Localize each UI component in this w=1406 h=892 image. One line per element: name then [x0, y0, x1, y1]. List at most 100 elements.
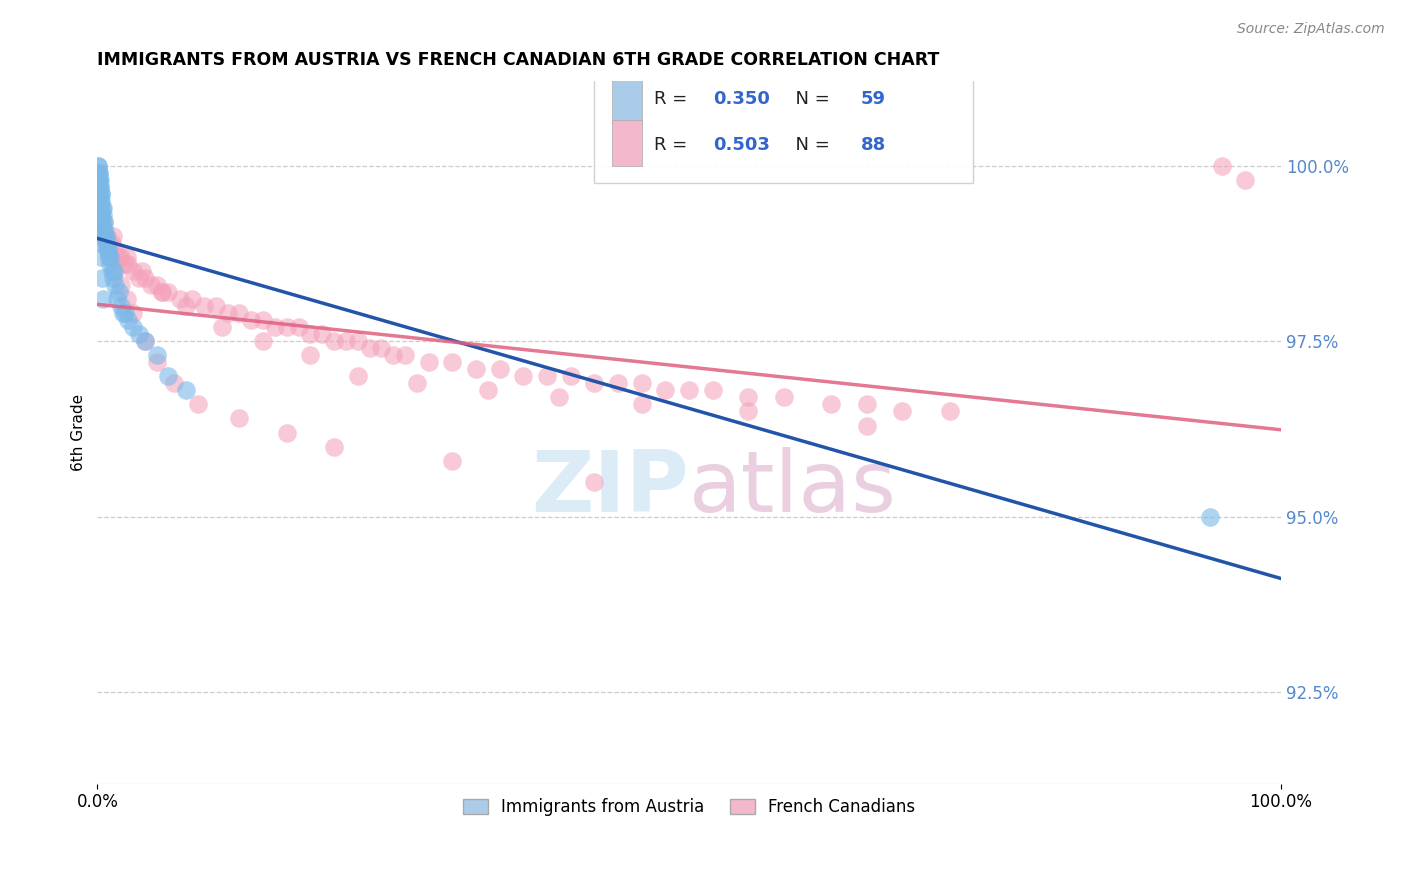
- Point: [548, 391, 571, 405]
- Point: [145, 348, 167, 362]
- Point: [323, 440, 346, 454]
- Legend: Immigrants from Austria, French Canadians: Immigrants from Austria, French Canadian…: [454, 790, 924, 824]
- Point: [217, 306, 239, 320]
- Point: [299, 327, 322, 342]
- Text: Source: ZipAtlas.com: Source: ZipAtlas.com: [1237, 22, 1385, 37]
- Point: [89, 201, 111, 215]
- Point: [89, 179, 111, 194]
- Point: [89, 186, 111, 201]
- Point: [145, 355, 167, 369]
- Point: [89, 215, 111, 229]
- Point: [323, 334, 346, 349]
- Point: [1199, 509, 1222, 524]
- Point: [89, 172, 111, 186]
- Point: [654, 384, 676, 398]
- Point: [110, 299, 132, 313]
- Point: [204, 299, 226, 313]
- Point: [93, 228, 115, 243]
- Point: [110, 278, 132, 293]
- Point: [114, 306, 136, 320]
- Y-axis label: 6th Grade: 6th Grade: [72, 394, 86, 471]
- Point: [441, 355, 464, 369]
- Point: [418, 355, 440, 369]
- FancyBboxPatch shape: [612, 78, 641, 123]
- Point: [91, 208, 114, 222]
- Point: [772, 391, 794, 405]
- Point: [89, 172, 111, 186]
- FancyBboxPatch shape: [612, 120, 641, 166]
- Point: [678, 384, 700, 398]
- Point: [87, 179, 110, 194]
- Point: [89, 172, 111, 186]
- Text: N =: N =: [783, 90, 835, 108]
- Point: [157, 369, 180, 384]
- Point: [104, 243, 127, 257]
- Point: [90, 186, 112, 201]
- Point: [87, 166, 110, 180]
- Point: [512, 369, 534, 384]
- Point: [607, 376, 630, 391]
- Point: [134, 271, 156, 285]
- Point: [104, 278, 127, 293]
- Point: [1211, 159, 1233, 173]
- Point: [87, 166, 110, 180]
- Point: [87, 172, 110, 186]
- Point: [117, 313, 139, 327]
- Point: [90, 194, 112, 208]
- Point: [91, 201, 114, 215]
- Point: [91, 201, 114, 215]
- Point: [91, 292, 114, 306]
- Point: [583, 376, 606, 391]
- Point: [187, 397, 209, 411]
- Point: [311, 327, 333, 342]
- Point: [98, 257, 121, 271]
- Point: [702, 384, 724, 398]
- Point: [100, 235, 122, 250]
- Point: [891, 404, 914, 418]
- Point: [110, 250, 132, 264]
- Point: [152, 285, 174, 299]
- Point: [90, 186, 112, 201]
- Text: atlas: atlas: [689, 447, 897, 530]
- Point: [382, 348, 405, 362]
- Point: [193, 299, 215, 313]
- Point: [855, 418, 877, 433]
- Point: [252, 334, 274, 349]
- Point: [104, 264, 127, 278]
- Point: [359, 341, 381, 355]
- Point: [96, 228, 118, 243]
- Point: [737, 391, 759, 405]
- Point: [112, 306, 135, 320]
- Point: [163, 376, 186, 391]
- Point: [299, 348, 322, 362]
- Point: [287, 320, 309, 334]
- Point: [346, 369, 368, 384]
- Point: [90, 208, 112, 222]
- Point: [100, 264, 122, 278]
- Point: [94, 235, 117, 250]
- Point: [87, 166, 110, 180]
- Point: [276, 320, 298, 334]
- Text: R =: R =: [654, 90, 693, 108]
- Point: [477, 384, 499, 398]
- Point: [98, 250, 121, 264]
- Point: [174, 299, 197, 313]
- Point: [276, 425, 298, 440]
- Point: [107, 292, 129, 306]
- Point: [737, 404, 759, 418]
- Text: 0.350: 0.350: [713, 90, 769, 108]
- Point: [174, 384, 197, 398]
- Point: [98, 235, 121, 250]
- Point: [128, 271, 150, 285]
- Point: [240, 313, 263, 327]
- Point: [114, 257, 136, 271]
- Point: [97, 243, 120, 257]
- Point: [228, 411, 250, 425]
- Text: ZIP: ZIP: [531, 447, 689, 530]
- Point: [94, 228, 117, 243]
- Point: [97, 243, 120, 257]
- Point: [560, 369, 582, 384]
- Point: [91, 215, 114, 229]
- Point: [101, 271, 124, 285]
- Point: [169, 292, 191, 306]
